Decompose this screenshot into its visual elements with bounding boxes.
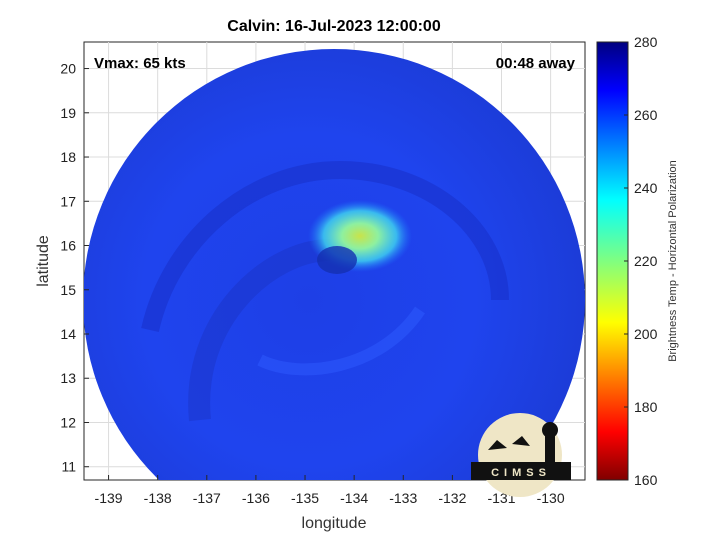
vmax-annotation: Vmax: 65 kts <box>94 55 186 72</box>
y-tick-label: 16 <box>60 238 76 254</box>
y-axis-ticks: 11 12 13 14 15 16 17 18 19 20 <box>60 61 89 475</box>
colorbar-ticks: 160 180 200 220 240 260 280 <box>624 34 658 488</box>
cimss-logo: CIMSS <box>471 413 571 497</box>
logo-dish-icon <box>488 436 530 450</box>
x-axis-label: longitude <box>302 515 367 532</box>
logo-tower-icon <box>545 426 555 462</box>
x-tick-label: -136 <box>242 490 270 506</box>
colorbar-tick-label: 220 <box>634 253 658 269</box>
dark-rainband-1 <box>141 160 509 333</box>
y-tick-label: 17 <box>60 193 76 209</box>
swath-group <box>84 49 585 480</box>
colorbar-tick-label: 180 <box>634 399 658 415</box>
dark-rainband-2 <box>188 239 331 422</box>
y-axis-label: latitude <box>35 235 52 287</box>
x-tick-label: -138 <box>144 490 172 506</box>
x-tick-label: -133 <box>389 490 417 506</box>
x-tick-label: -134 <box>340 490 368 506</box>
y-tick-label: 13 <box>60 370 76 386</box>
colorbar-label: Brightness Temp - Horizontal Polarizatio… <box>667 160 679 362</box>
x-axis-ticks: -139 -138 -137 -136 -135 -134 -133 -132 -131 -130 <box>95 475 565 506</box>
x-tick-label: -132 <box>438 490 466 506</box>
colorbar-tick-label: 200 <box>634 326 658 342</box>
colorbar-tick-label: 280 <box>634 34 658 50</box>
chart-title: Calvin: 16-Jul-2023 12:00:00 <box>227 18 441 35</box>
colorbar-tick-label: 260 <box>634 107 658 123</box>
y-tick-label: 12 <box>60 414 76 430</box>
y-tick-label: 19 <box>60 105 76 121</box>
y-tick-label: 14 <box>60 326 76 342</box>
colorbar <box>596 41 629 481</box>
x-tick-label: -130 <box>537 490 565 506</box>
logo-band <box>471 462 571 480</box>
bright-rainband <box>257 306 425 376</box>
logo-text: CIMSS <box>491 467 551 479</box>
eye-dark-center <box>317 246 357 274</box>
logo-tank-icon <box>542 422 558 438</box>
x-tick-label: -137 <box>193 490 221 506</box>
x-tick-label: -135 <box>291 490 319 506</box>
y-tick-label: 15 <box>60 282 76 298</box>
y-tick-label: 18 <box>60 149 76 165</box>
y-tick-label: 20 <box>60 61 76 77</box>
colorbar-tick-label: 240 <box>634 180 658 196</box>
y-tick-label: 11 <box>61 459 76 475</box>
colorbar-tick-label: 160 <box>634 472 658 488</box>
x-tick-label: -139 <box>95 490 123 506</box>
time-offset-annotation: 00:48 away <box>496 55 576 72</box>
